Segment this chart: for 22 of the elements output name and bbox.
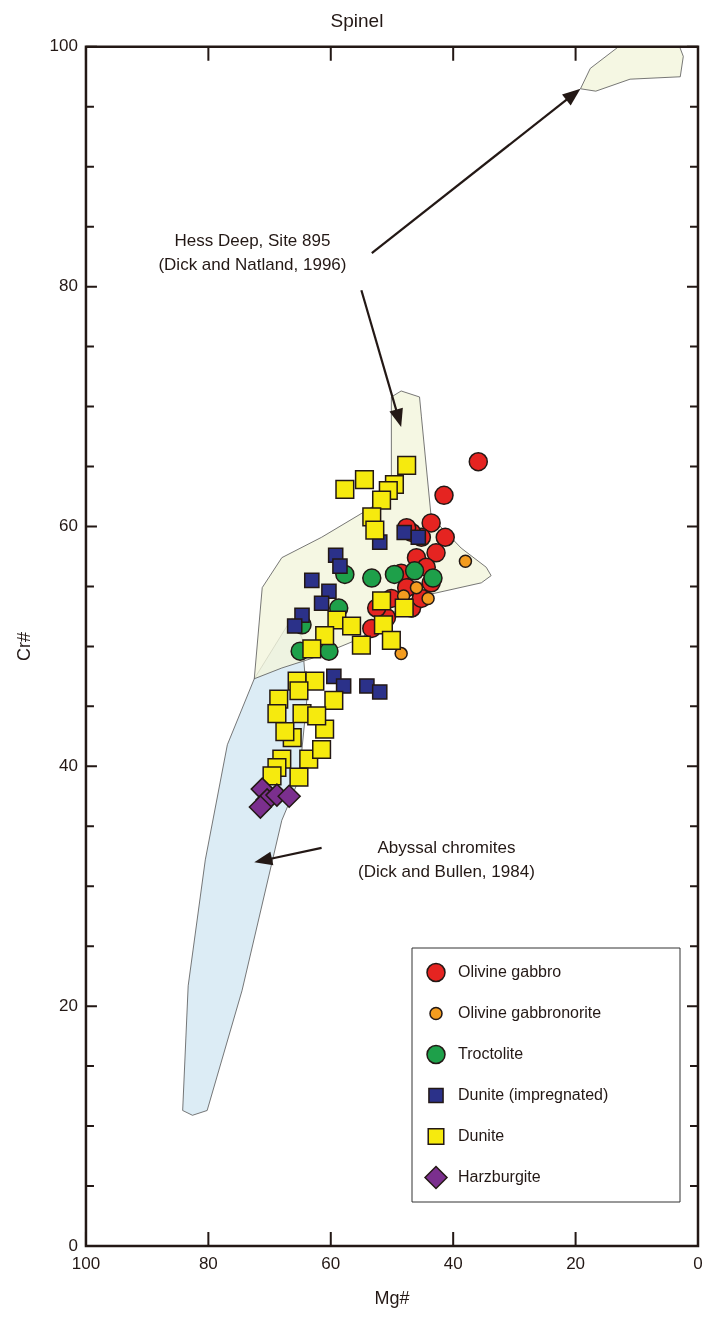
y-axis-title: Cr# <box>13 631 34 661</box>
legend-label: Harzburgite <box>458 1167 541 1185</box>
legend-label: Dunite <box>458 1126 505 1144</box>
x-tick-label: 20 <box>566 1253 586 1273</box>
legend-label: Olivine gabbro <box>458 962 562 980</box>
legend-label: Dunite (impregnated) <box>458 1085 609 1103</box>
chart-title: Spinel <box>330 9 384 31</box>
y-tick-label: 40 <box>59 756 78 776</box>
x-tick-label: 60 <box>321 1253 341 1273</box>
y-tick-label: 80 <box>59 276 78 296</box>
y-tick-label: 20 <box>59 995 78 1015</box>
annotation: Abyssal chromites (Dick and Bullen, 1984) <box>358 837 535 881</box>
legend-label: Troctolite <box>458 1044 524 1062</box>
x-tick-label: 40 <box>443 1253 463 1273</box>
x-tick-label: 80 <box>198 1253 218 1273</box>
y-tick-label: 60 <box>59 516 78 536</box>
annotation: Hess Deep, Site 895 (Dick and Natland, 1996) <box>158 230 347 274</box>
x-tick-label: 0 <box>693 1253 703 1273</box>
legend-label: Olivine gabbronorite <box>458 1003 602 1021</box>
y-tick-label: 0 <box>68 1235 78 1255</box>
x-axis-title: Mg# <box>374 1288 410 1309</box>
y-tick-label: 100 <box>49 36 78 56</box>
